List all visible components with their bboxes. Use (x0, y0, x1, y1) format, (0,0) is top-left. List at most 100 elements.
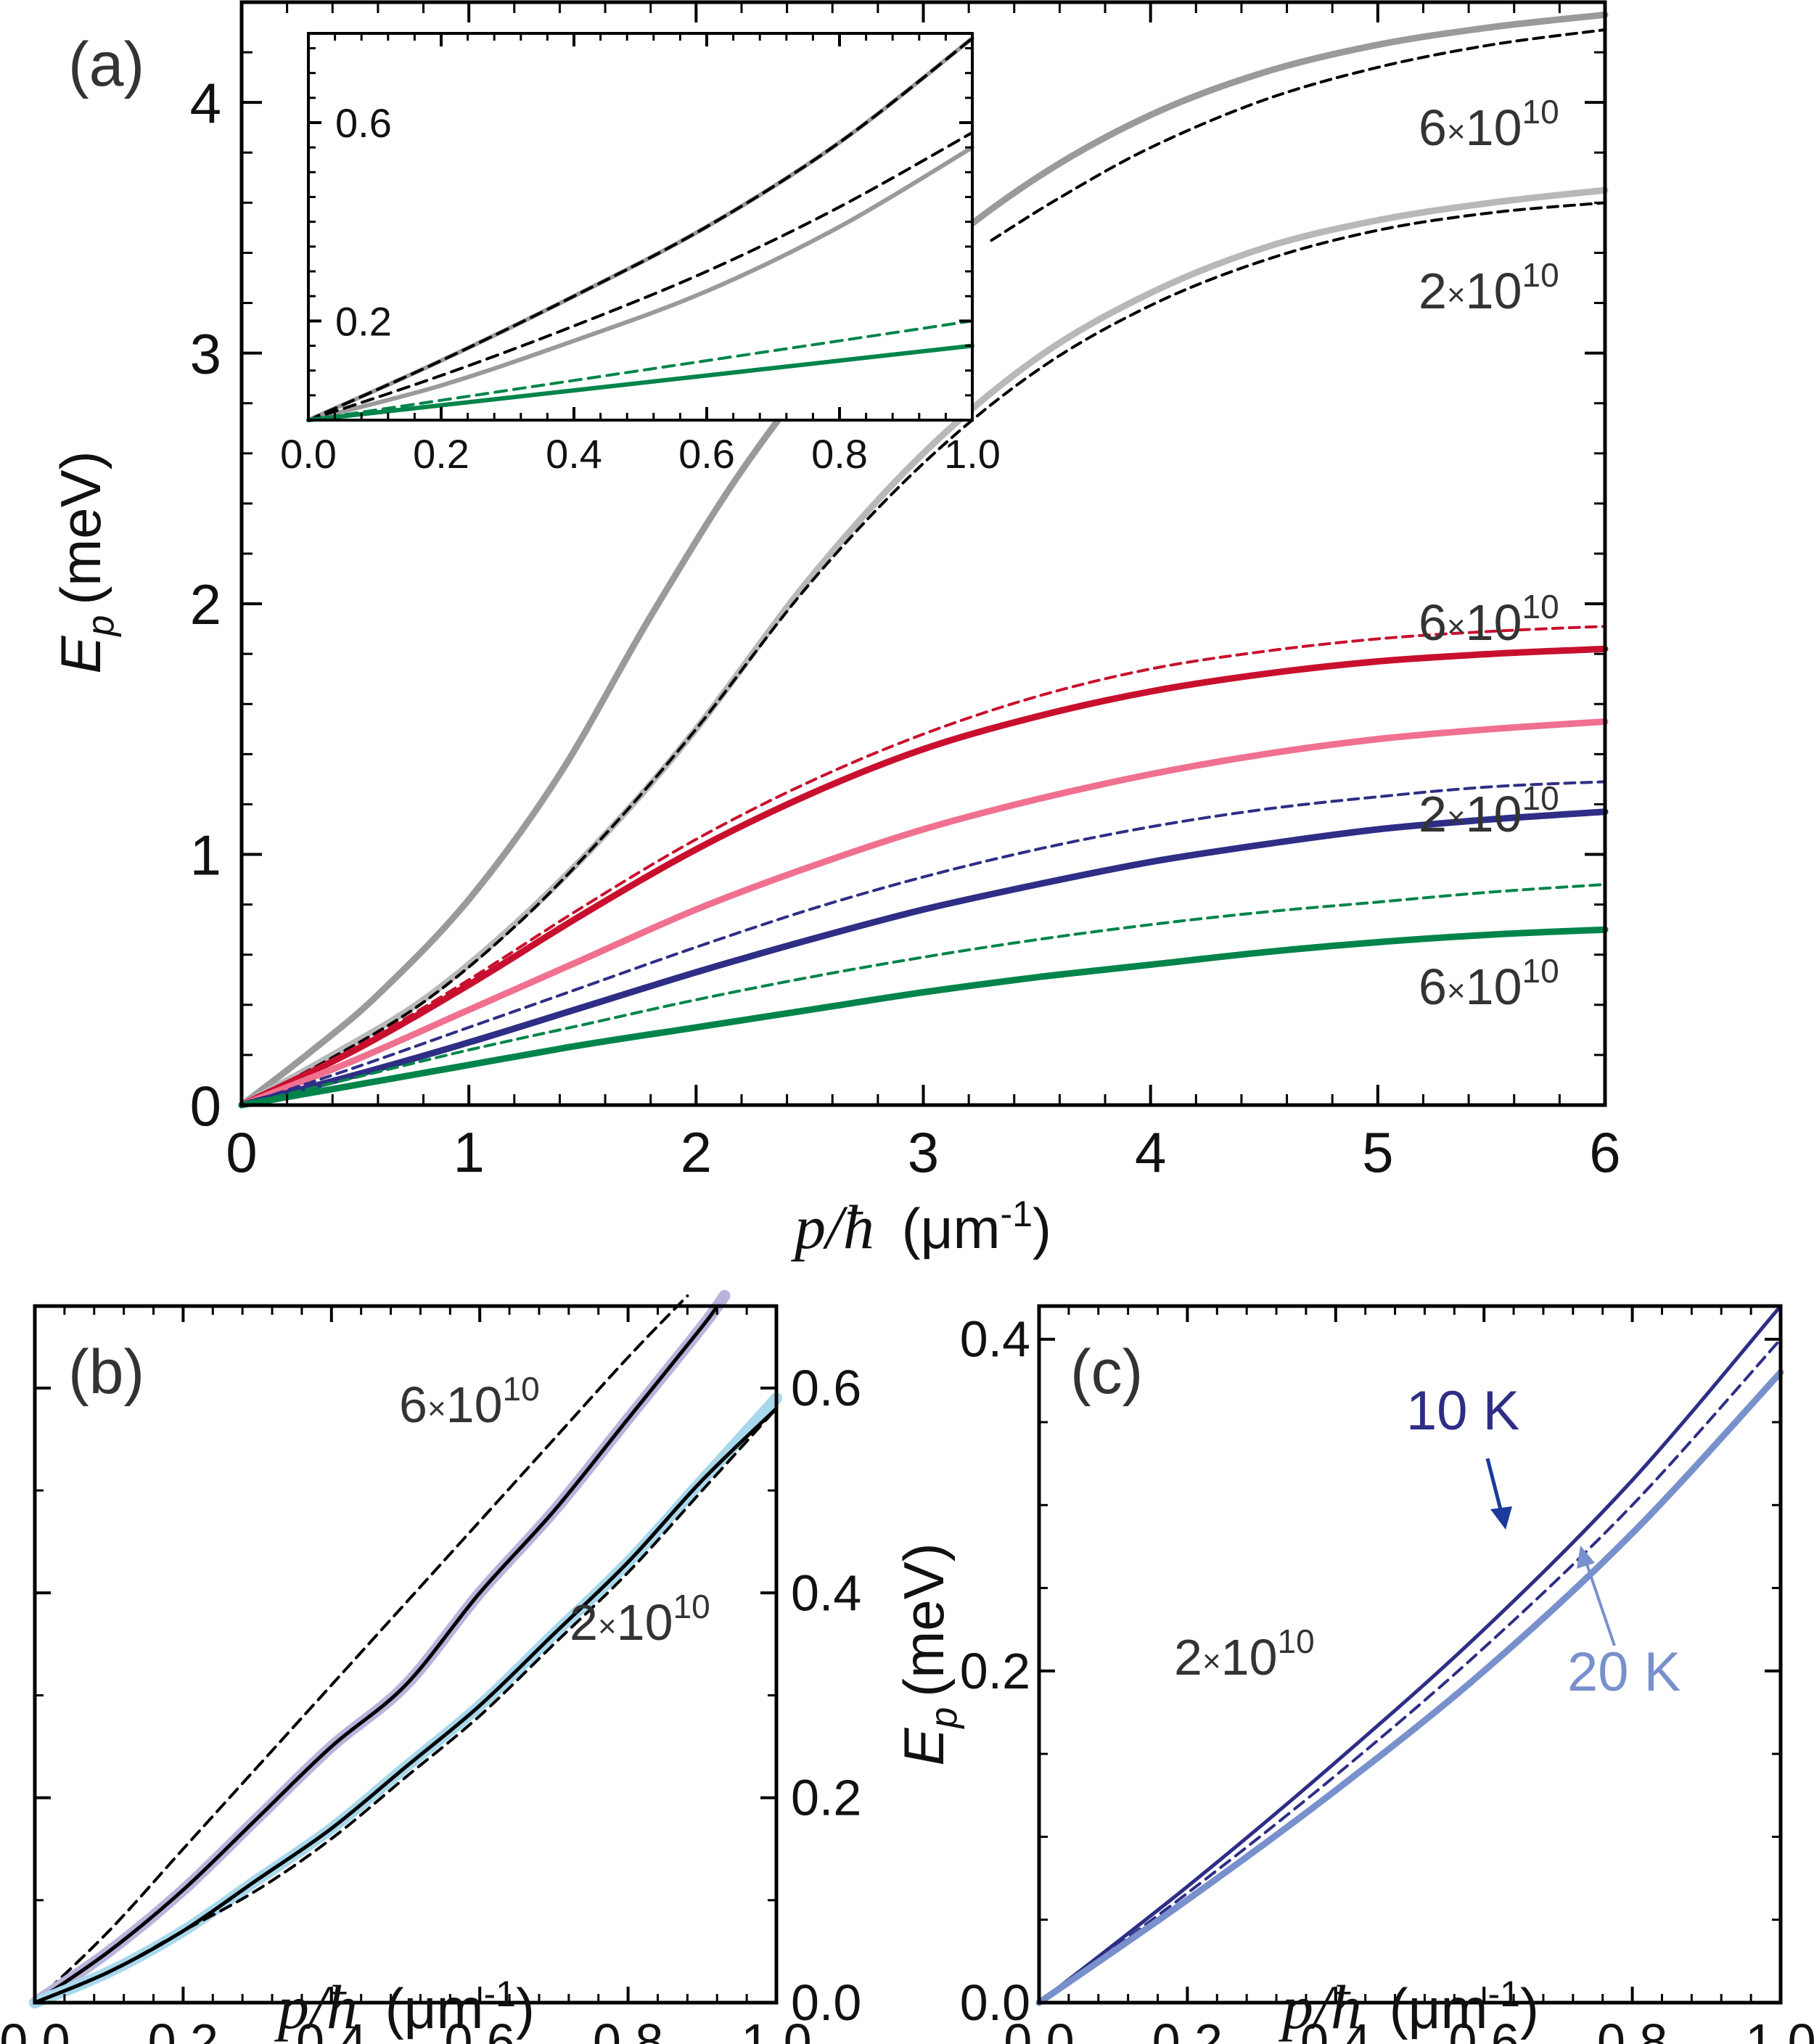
panel-b-xlabel-close: ) (516, 1977, 535, 2040)
arrow-20k (1577, 1546, 1616, 1646)
panel-c-label: (c) (1070, 1337, 1143, 1407)
curve-a-inset-green-solid (306, 343, 974, 422)
panel-c-xlabel: p/ħ (μm-1) (1278, 1972, 1539, 2042)
curve-a-red-solid (238, 645, 1609, 1109)
a-xtick-label: 5 (1362, 1120, 1393, 1184)
panel-b-label: (b) (68, 1337, 144, 1407)
inset-xtick-label: 0.0 (280, 431, 337, 477)
panel-c-xlabel-var: p/ħ (1278, 1972, 1362, 2042)
curve-a-pink-solid (238, 718, 1609, 1109)
panel-b-frame (33, 1304, 779, 2005)
inset-ytick-label: 0.2 (335, 298, 392, 344)
inset-frame (307, 32, 974, 422)
panel-c-ylabel-unit: (meV) (892, 1543, 956, 1696)
panel-b: 0.0 0.2 0.4 0.6 0.8 1.00.00.20.40.6 (b) p/ħ (… (0, 1289, 861, 2044)
inset-curves (306, 36, 974, 422)
curve-b-6-10-10-black-solid (33, 1304, 719, 2005)
curve-b-2-10-10-black-dashed (33, 1407, 778, 2004)
c-ytick-label: 0.4 (960, 1311, 1030, 1368)
panel-b-xlabel-var: p/ħ (274, 1972, 358, 2042)
b-ytick-label: 0.4 (791, 1564, 861, 1621)
annotation-a-navy-2e10: 2×1010 (1419, 779, 1559, 842)
panel-a-ylabel-var: E (49, 636, 112, 674)
panel-b-xlabel: p/ħ (μm-1) (274, 1972, 535, 2042)
annotation-a-red-6e10: 6×1010 (1419, 588, 1559, 651)
panel-c-frame (1037, 1304, 1783, 2005)
curve-a-navy-dashed (240, 780, 1606, 1107)
inset-ytick-label: 0.6 (335, 100, 392, 146)
c-ytick-label: 0.0 (960, 1974, 1030, 2031)
inset-xtick-label: 0.4 (546, 431, 602, 477)
panel-c-xlabel-close: ) (1520, 1977, 1539, 2040)
temp-10k-label: 10 K (1406, 1380, 1519, 1442)
panel-c-ylabel-sub: p (923, 1707, 965, 1730)
panel-c-xlabel-exp: -1 (1488, 1974, 1520, 2014)
c-xtick-label: 0.2 (1152, 2014, 1223, 2044)
panel-c-ylabel-var: E (892, 1728, 956, 1766)
curve-a-red-dashed (240, 625, 1606, 1107)
panel-a-xlabel-var: p/ħ (790, 1192, 874, 1262)
a-xtick-label: 3 (908, 1120, 939, 1184)
curve-a-6-10-10-black-dashed (990, 28, 1606, 242)
annotation-b-6e10: 6×1010 (399, 1370, 540, 1433)
annotation-a-gray-6e10: 6×1010 (1419, 93, 1559, 156)
panel-c: 0.0 0.2 0.4 0.6 0.8 1.0 0.0 0.2 0.4 (c) p/ħ (μm-… (892, 1304, 1814, 2044)
panel-a-ylabel-sub: p (80, 615, 122, 638)
a-ytick-label: 4 (190, 71, 221, 135)
panel-a-label: (a) (68, 30, 144, 99)
curve-a-inset-2-10-10-gray-solid (306, 145, 974, 422)
curve-a-inset-green-dashed (307, 319, 974, 422)
curve-a-2-10-10-gray-solid (238, 186, 1609, 1109)
b-ytick-label: 0.0 (791, 1974, 861, 2031)
a-ytick-label: 1 (190, 824, 221, 887)
temp-20k-label: 20 K (1567, 1641, 1680, 1703)
a-ytick-label: 0 (190, 1074, 221, 1138)
b-xtick-label: 0.4 (296, 2014, 366, 2044)
curve-a-green-solid (238, 926, 1609, 1109)
a-ytick-label: 2 (190, 572, 221, 636)
curve-a-2-10-10-black-dashed (240, 201, 1606, 1107)
curve-b-6-10-10-black-dashed (33, 1294, 689, 2004)
curve-c-10-k-dashed (1038, 1337, 1782, 2004)
curve-c-10-k-solid (1037, 1304, 1783, 2005)
inset-xtick-label: 1.0 (944, 431, 1001, 477)
b-xtick-label: 0.2 (148, 2014, 218, 2044)
b-xtick-label: 0.0 (0, 2014, 70, 2044)
a-xtick-label: 6 (1589, 1120, 1620, 1184)
panel-c-ticks: 0.0 0.2 0.4 0.6 0.8 1.0 0.0 0.2 0.4 (960, 1306, 1814, 2044)
curve-a-inset-6-10-10-black-dashed (307, 36, 974, 422)
b-xtick-label: 1.0 (741, 2014, 811, 2044)
curve-b-2-10-10-light-blue-solid (29, 1392, 782, 2008)
panel-b-curves (29, 1289, 782, 2008)
panel-c-curves (1035, 1304, 1784, 2006)
a-xtick-label: 1 (453, 1120, 484, 1184)
inset-background (308, 33, 972, 420)
panel-b-xlabel-exp: -1 (484, 1974, 516, 2014)
c-xtick-label: 0.6 (1449, 2014, 1519, 2044)
c-ytick-label: 0.2 (960, 1643, 1030, 1699)
inset-xtick-label: 0.2 (413, 431, 469, 477)
panel-a-ylabel-unit: (meV) (49, 451, 112, 604)
arrow-10k (1485, 1458, 1512, 1530)
b-ytick-label: 0.2 (791, 1770, 861, 1826)
curve-a-inset-2-10-10-black-dashed (307, 131, 974, 422)
panel-a: 0.0 0.2 0.4 0.6 0.8 1.0 0.2 0.6 0 1 2 3 4 5 6 0 1 2 3 4 (a… (49, 0, 1621, 1262)
curve-a-green-dashed (240, 883, 1606, 1107)
c-xtick-label: 0.8 (1597, 2014, 1667, 2044)
panel-c-ylabel: Ep (meV) (892, 1543, 965, 1765)
a-ytick-label: 3 (190, 322, 221, 386)
annotation-b-2e10: 2×1010 (570, 1588, 710, 1651)
c-xtick-label: 0.4 (1300, 2014, 1371, 2044)
c-xtick-label: 1.0 (1745, 2014, 1814, 2044)
inset-xtick-label: 0.6 (678, 431, 735, 477)
panel-a-xlabel-close: ) (1033, 1197, 1051, 1260)
panel-c-xlabel-unit: (μm (1390, 1977, 1488, 2040)
panel-a-xlabel-unit: (μm (902, 1197, 1001, 1260)
panel-a-curves (238, 11, 1609, 1109)
annotation-a-gray-2e10: 2×1010 (1419, 256, 1559, 319)
b-ytick-label: 0.6 (791, 1360, 861, 1416)
curve-c-20-k-solid (1035, 1368, 1784, 2006)
inset-xtick-label: 0.8 (811, 431, 868, 477)
panel-b-xlabel-unit: (μm (385, 1977, 484, 2040)
